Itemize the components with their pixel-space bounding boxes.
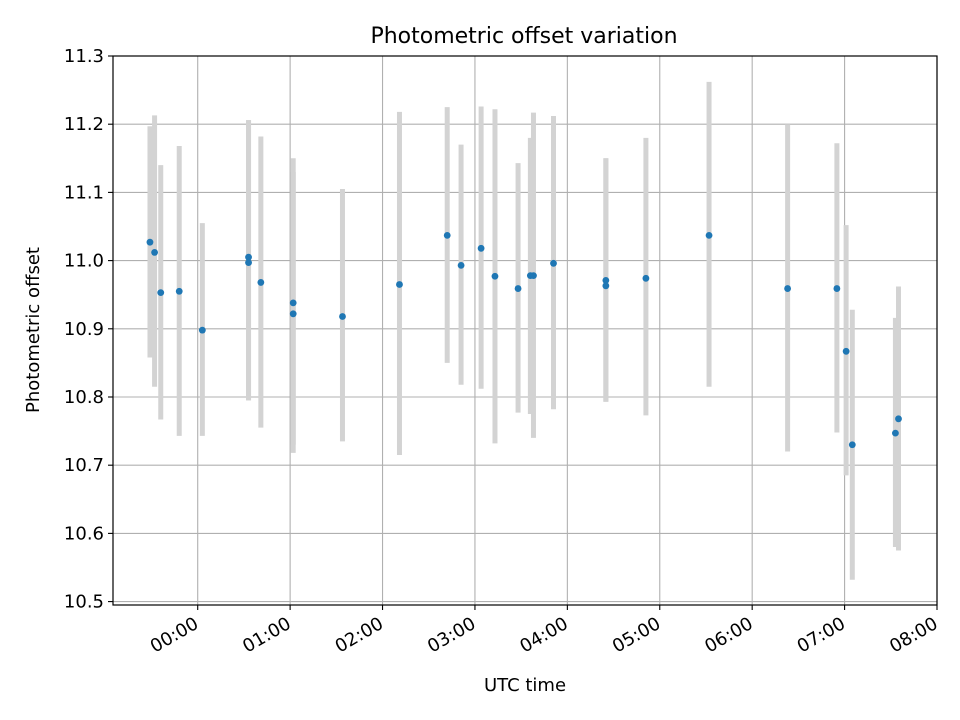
data-point — [396, 281, 403, 288]
y-tick-label: 10.7 — [64, 455, 104, 476]
x-tick-label: 02:00 — [332, 613, 387, 657]
data-points — [146, 231, 902, 449]
data-point — [443, 231, 451, 239]
data-point — [833, 285, 841, 292]
y-tick-label: 11.2 — [64, 114, 104, 135]
y-axis-ticks: 10.5 10.6 10.7 10.8 10.9 11.0 11.1 11.2 11.3 — [64, 46, 113, 613]
data-point — [842, 347, 850, 355]
data-point — [289, 310, 297, 318]
data-point — [245, 253, 252, 261]
x-tick-label: 07:00 — [794, 613, 849, 657]
data-point — [457, 261, 465, 269]
y-tick-label: 10.5 — [64, 592, 104, 613]
data-point — [642, 274, 650, 282]
data-point — [602, 276, 610, 284]
x-axis-label: UTC time — [484, 675, 566, 696]
x-tick-label: 08:00 — [886, 613, 941, 657]
x-tick-label: 05:00 — [609, 613, 664, 657]
data-point — [289, 299, 297, 307]
data-point — [257, 279, 265, 286]
data-point — [477, 244, 485, 252]
y-tick-label: 10.9 — [64, 319, 104, 340]
data-point — [895, 415, 902, 423]
data-point — [530, 272, 537, 279]
data-point — [151, 249, 158, 256]
y-tick-label: 10.6 — [64, 523, 104, 544]
data-point — [146, 238, 154, 246]
x-tick-label: 04:00 — [516, 613, 571, 657]
data-point — [550, 259, 557, 267]
error-bars — [147, 81, 901, 580]
x-tick-label: 06:00 — [701, 613, 756, 657]
data-point — [157, 289, 165, 297]
x-axis-ticks: 00:00 01:00 02:00 03:00 04:00 05:00 06:00 07:00… — [147, 605, 942, 657]
x-tick-label: 01:00 — [239, 613, 294, 657]
data-point — [705, 231, 713, 239]
chart-title: Photometric offset variation — [370, 24, 677, 49]
y-tick-label: 11.3 — [64, 46, 104, 67]
data-point — [198, 326, 206, 334]
y-tick-label: 10.8 — [64, 387, 104, 408]
x-tick-label: 00:00 — [147, 613, 202, 657]
data-point — [491, 272, 499, 280]
grid-lines — [113, 55, 938, 605]
data-point — [175, 287, 183, 295]
data-point — [848, 441, 856, 449]
data-point — [784, 285, 792, 292]
x-tick-label: 03:00 — [424, 613, 479, 657]
data-point — [602, 282, 610, 290]
data-point — [514, 285, 522, 292]
data-point — [892, 429, 899, 437]
data-point — [339, 313, 346, 320]
y-tick-label: 11.1 — [64, 182, 104, 203]
plot-frame — [112, 55, 938, 606]
y-tick-label: 11.0 — [64, 251, 104, 272]
data-point — [245, 259, 252, 267]
y-axis-label: Photometric offset — [23, 247, 44, 413]
